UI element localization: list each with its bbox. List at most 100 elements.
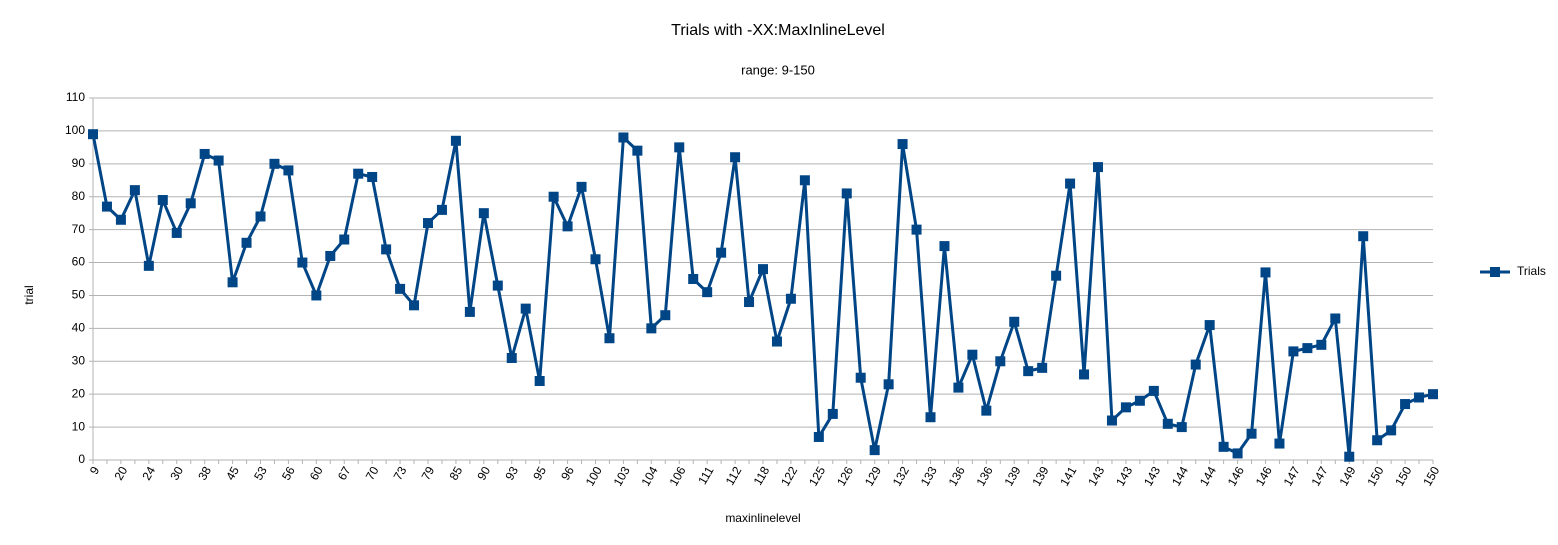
x-tick-label: 45 bbox=[223, 464, 242, 483]
legend-label: Trials bbox=[1517, 264, 1546, 278]
x-tick-label: 149 bbox=[1336, 464, 1358, 489]
data-point bbox=[1414, 392, 1425, 403]
x-tick-label: 136 bbox=[946, 464, 968, 489]
data-point bbox=[339, 234, 350, 245]
data-point bbox=[758, 264, 768, 275]
data-point bbox=[1134, 395, 1145, 406]
x-tick-label: 9 bbox=[87, 464, 103, 477]
data-point bbox=[395, 283, 406, 294]
data-point bbox=[436, 204, 447, 215]
data-point bbox=[1162, 418, 1173, 429]
data-point bbox=[409, 300, 420, 311]
data-point bbox=[1330, 313, 1341, 324]
y-tick-label: 40 bbox=[72, 321, 86, 335]
data-point bbox=[1358, 231, 1369, 242]
x-tick-label: 146 bbox=[1225, 464, 1247, 489]
data-point bbox=[381, 244, 392, 255]
x-tick-label: 93 bbox=[502, 464, 521, 483]
data-point bbox=[185, 198, 196, 209]
data-point bbox=[1176, 422, 1187, 433]
x-tick-label: 85 bbox=[446, 464, 465, 483]
data-point bbox=[450, 135, 461, 146]
data-point bbox=[241, 237, 252, 248]
x-tick-label: 112 bbox=[723, 464, 745, 488]
data-point bbox=[1148, 385, 1159, 396]
data-point bbox=[213, 155, 224, 166]
x-tick-label: 146 bbox=[1253, 464, 1275, 489]
data-point bbox=[1093, 162, 1103, 173]
legend-marker bbox=[1490, 267, 1500, 277]
x-tick-label: 126 bbox=[834, 464, 856, 489]
x-tick-label: 95 bbox=[530, 464, 549, 483]
x-tick-label: 73 bbox=[391, 464, 410, 483]
x-tick-label: 139 bbox=[1029, 464, 1051, 489]
data-point bbox=[269, 158, 280, 169]
chart-subtitle: range: 9-150 bbox=[741, 62, 815, 77]
data-point bbox=[506, 352, 517, 363]
data-point bbox=[157, 195, 168, 206]
data-point bbox=[911, 224, 922, 235]
data-point bbox=[897, 139, 908, 150]
x-tick-label: 129 bbox=[862, 464, 884, 489]
y-tick-label: 100 bbox=[65, 123, 85, 137]
data-point bbox=[423, 218, 433, 229]
x-tick-label: 147 bbox=[1309, 464, 1331, 489]
data-point bbox=[548, 191, 559, 202]
data-point bbox=[646, 323, 657, 334]
data-point bbox=[632, 145, 643, 156]
data-point bbox=[1232, 448, 1243, 459]
x-tick-label: 141 bbox=[1057, 464, 1079, 489]
x-tick-label: 30 bbox=[167, 464, 186, 483]
x-tick-label: 133 bbox=[918, 464, 940, 489]
data-point bbox=[311, 290, 322, 301]
chart-title: Trials with -XX:MaxInlineLevel bbox=[671, 22, 885, 39]
x-tick-label: 122 bbox=[778, 464, 800, 489]
data-point bbox=[995, 356, 1006, 367]
x-tick-label: 143 bbox=[1141, 464, 1163, 489]
x-tick-label: 144 bbox=[1169, 464, 1191, 489]
data-point bbox=[367, 171, 378, 182]
x-tick-label: 118 bbox=[751, 464, 773, 488]
data-point bbox=[171, 227, 182, 238]
data-point bbox=[492, 280, 503, 291]
x-tick-label: 70 bbox=[363, 464, 382, 483]
y-tick-label: 10 bbox=[72, 419, 86, 433]
data-point bbox=[562, 221, 573, 232]
data-point bbox=[1260, 267, 1271, 278]
x-tick-label: 150 bbox=[1392, 464, 1414, 489]
data-point bbox=[199, 148, 210, 159]
x-tick-label: 143 bbox=[1085, 464, 1107, 489]
data-point bbox=[1288, 346, 1299, 357]
data-point bbox=[297, 257, 308, 268]
x-tick-label: 100 bbox=[583, 464, 605, 489]
data-point bbox=[953, 382, 964, 393]
data-point bbox=[1400, 399, 1411, 410]
data-point bbox=[1106, 415, 1117, 426]
data-point bbox=[115, 214, 126, 225]
data-point bbox=[799, 175, 810, 186]
x-tick-label: 132 bbox=[890, 464, 912, 489]
data-point bbox=[1428, 389, 1438, 400]
data-point bbox=[1023, 366, 1034, 377]
data-point bbox=[869, 445, 880, 456]
data-point bbox=[939, 241, 950, 252]
data-point bbox=[771, 336, 782, 347]
data-point bbox=[101, 201, 112, 212]
data-point bbox=[785, 293, 796, 304]
data-point bbox=[590, 254, 601, 265]
data-point bbox=[813, 431, 824, 442]
data-point bbox=[660, 310, 671, 321]
data-point bbox=[143, 260, 154, 271]
data-point bbox=[464, 306, 475, 317]
x-tick-label: 125 bbox=[806, 464, 828, 489]
x-tick-label: 24 bbox=[139, 464, 158, 483]
x-tick-label: 143 bbox=[1113, 464, 1135, 489]
x-tick-label: 106 bbox=[666, 464, 688, 489]
data-point bbox=[1051, 270, 1062, 281]
data-point bbox=[827, 408, 838, 419]
x-tick-label: 38 bbox=[195, 464, 214, 483]
data-point bbox=[1120, 402, 1131, 413]
x-tick-label: 53 bbox=[251, 464, 270, 483]
x-axis-label: maxinlinelevel bbox=[725, 511, 800, 525]
